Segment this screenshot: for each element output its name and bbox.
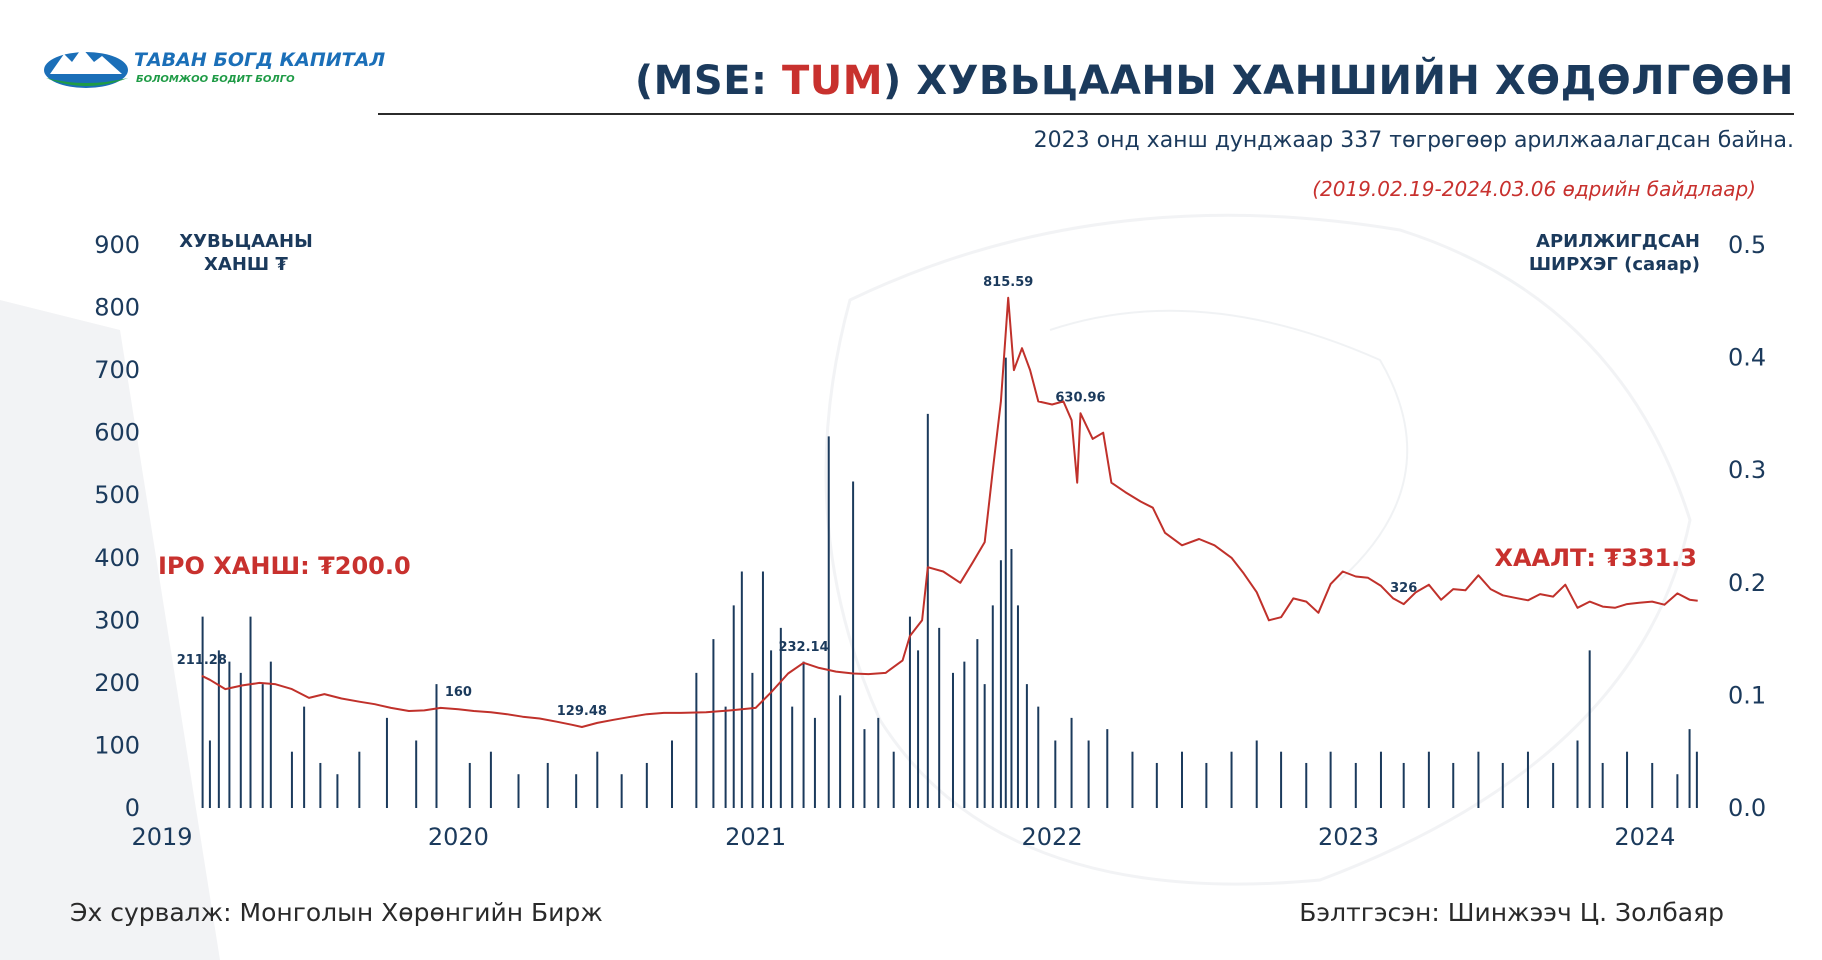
brand-logo: ТАВАН БОГД КАПИТАЛ БОЛОМЖОО БОДИТ БОЛГО: [44, 40, 385, 100]
left-tick-label: 0: [125, 794, 140, 822]
data-label: 160: [445, 685, 472, 700]
left-tick-label: 900: [94, 231, 140, 259]
ipo-price-label: IPO ХАНШ: ₮200.0: [158, 552, 411, 580]
left-axis-ticks: 0 100 200 300 400 500 600 700 800 900: [94, 231, 140, 822]
right-axis-ticks: 0.0 0.1 0.2 0.3 0.4 0.5: [1728, 231, 1766, 822]
right-tick-label: 0.0: [1728, 794, 1766, 822]
title-suffix: ) ХУВЬЦААНЫ ХАНШИЙН ХӨДӨЛГӨӨН: [883, 58, 1794, 104]
right-tick-label: 0.4: [1728, 344, 1766, 372]
author-note: Бэлтгэсэн: Шинжээч Ц. Золбаяр: [1299, 898, 1724, 927]
data-labels: 211.28 160 129.48 232.14 815.59 630.96 326: [177, 275, 1418, 719]
chart-subtitle: 2023 онд ханш дунджаар 337 төгрөгөөр ари…: [1033, 128, 1794, 153]
volume-bars: [201, 357, 1698, 808]
brand-name: ТАВАН БОГД КАПИТАЛ: [134, 49, 385, 71]
x-tick-label: 2022: [1022, 823, 1083, 851]
data-label: 326: [1390, 581, 1417, 596]
price-layer: [201, 296, 1698, 728]
source-note: Эх сурвалж: Монголын Хөрөнгийн Бирж: [70, 898, 603, 927]
closing-price-label: ХААЛТ: ₮331.3: [1494, 544, 1697, 572]
left-tick-label: 100: [94, 731, 140, 759]
data-label: 211.28: [177, 653, 227, 668]
left-tick-label: 300: [94, 606, 140, 634]
date-range-note: (2019.02.19-2024.03.06 өдрийн байдлаар): [1312, 177, 1756, 201]
left-tick-label: 700: [94, 356, 140, 384]
data-label: 129.48: [557, 704, 607, 719]
price-line: [201, 296, 1698, 728]
x-tick-label: 2023: [1318, 823, 1379, 851]
right-axis-title-line1: АРИЛЖИГДСАН: [1536, 231, 1700, 252]
right-tick-label: 0.5: [1728, 231, 1766, 259]
data-label: 630.96: [1055, 390, 1105, 405]
left-tick-label: 400: [94, 544, 140, 572]
x-tick-label: 2021: [725, 823, 786, 851]
right-tick-label: 0.1: [1728, 681, 1766, 709]
data-label: 232.14: [778, 640, 828, 655]
right-tick-label: 0.3: [1728, 456, 1766, 484]
left-tick-label: 600: [94, 419, 140, 447]
data-label: 815.59: [983, 275, 1033, 290]
x-axis-ticks: 2019 2020 2021 2022 2023 2024: [131, 823, 1675, 851]
x-tick-label: 2019: [131, 823, 192, 851]
left-axis-title-line1: ХУВЬЦААНЫ: [179, 231, 312, 252]
right-axis-title-line2: ШИРХЭГ (саяар): [1529, 254, 1700, 275]
brand-tagline: БОЛОМЖОО БОДИТ БОЛГО: [136, 74, 295, 85]
x-tick-label: 2024: [1614, 823, 1675, 851]
left-tick-label: 200: [94, 669, 140, 697]
title-divider: [378, 113, 1794, 115]
left-axis-title-line2: ХАНШ ₮: [204, 254, 288, 275]
x-tick-label: 2020: [428, 823, 489, 851]
right-tick-label: 0.2: [1728, 569, 1766, 597]
background-map-watermark: [0, 213, 1692, 960]
left-tick-label: 800: [94, 294, 140, 322]
chart-title: (MSE: TUM) ХУВЬЦААНЫ ХАНШИЙН ХӨДӨЛГӨӨН: [635, 58, 1794, 104]
left-tick-label: 500: [94, 481, 140, 509]
title-ticker: TUM: [781, 58, 884, 104]
title-prefix: (MSE:: [634, 58, 782, 104]
